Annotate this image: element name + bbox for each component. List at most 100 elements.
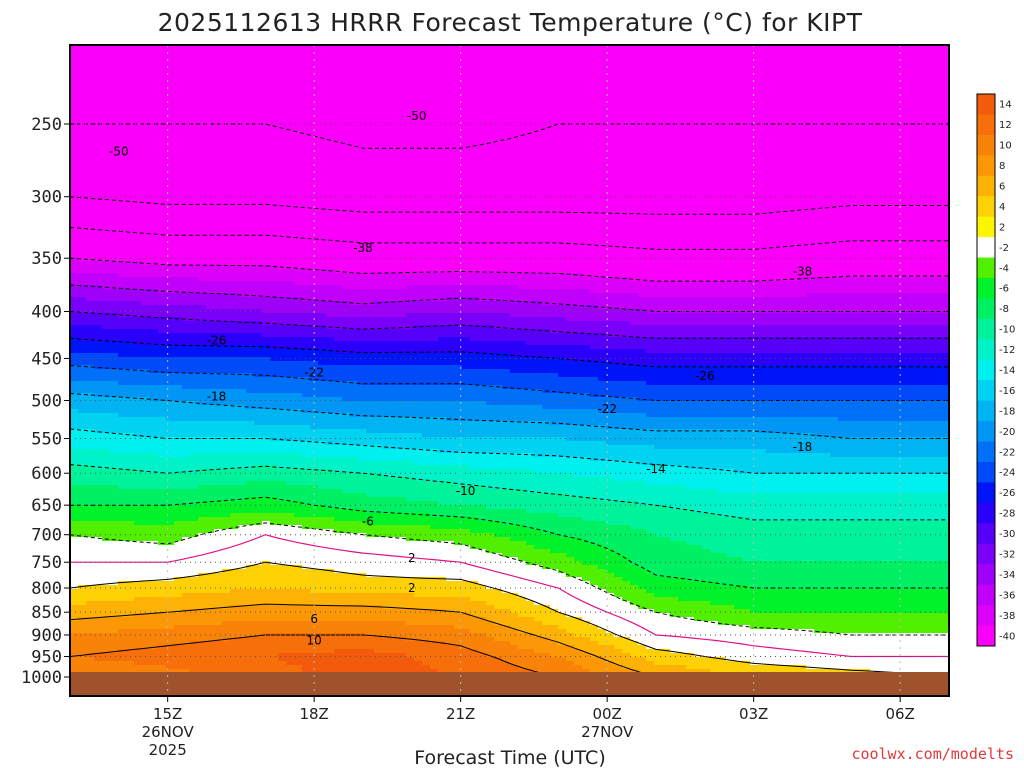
heat-cell <box>222 285 231 290</box>
heat-cell <box>126 557 135 562</box>
heat-cell <box>198 429 207 434</box>
heat-cell <box>198 305 207 310</box>
heat-cell <box>94 657 103 662</box>
heat-cell <box>158 97 167 102</box>
heat-cell <box>190 109 199 114</box>
heat-cell <box>310 257 319 262</box>
heat-cell <box>190 461 199 466</box>
heat-cell <box>238 469 247 474</box>
heat-cell <box>190 277 199 282</box>
heat-cell <box>262 153 271 158</box>
heat-cell <box>214 613 223 618</box>
heat-cell <box>206 645 215 650</box>
heat-cell <box>254 513 263 518</box>
heat-cell <box>310 193 319 198</box>
heat-cell <box>238 45 247 50</box>
heat-cell <box>230 225 239 230</box>
heat-cell <box>238 641 247 646</box>
heat-cell <box>94 493 103 498</box>
heat-cell <box>206 385 215 390</box>
heat-cell <box>158 133 167 138</box>
heat-cell <box>238 497 247 502</box>
heat-cell <box>190 597 199 602</box>
heat-cell <box>302 185 311 190</box>
heat-cell <box>126 465 135 470</box>
heat-cell <box>246 269 255 274</box>
heat-cell <box>262 253 271 258</box>
heat-cell <box>150 185 159 190</box>
heat-cell <box>262 77 271 82</box>
heat-cell <box>150 581 159 586</box>
heat-cell <box>94 89 103 94</box>
heat-cell <box>70 421 79 426</box>
heat-cell <box>206 629 215 634</box>
heat-cell <box>214 129 223 134</box>
heat-cell <box>278 245 287 250</box>
heat-cell <box>166 569 175 574</box>
heat-cell <box>222 333 231 338</box>
heat-cell <box>254 401 263 406</box>
heat-cell <box>294 565 303 570</box>
heat-cell <box>294 93 303 98</box>
heat-cell <box>262 417 271 422</box>
heat-cell <box>214 565 223 570</box>
heat-cell <box>134 77 143 82</box>
heat-cell <box>294 165 303 170</box>
heat-cell <box>150 497 159 502</box>
heat-cell <box>254 457 263 462</box>
heat-cell <box>150 101 159 106</box>
heat-cell <box>302 373 311 378</box>
heat-cell <box>286 665 295 670</box>
heat-cell <box>134 425 143 430</box>
heat-cell <box>198 361 207 366</box>
heat-cell <box>198 253 207 258</box>
heat-cell <box>254 449 263 454</box>
heat-cell <box>302 321 311 326</box>
heat-cell <box>150 417 159 422</box>
heat-cell <box>134 153 143 158</box>
heat-cell <box>222 313 231 318</box>
heat-cell <box>174 509 183 514</box>
heat-cell <box>166 409 175 414</box>
heat-cell <box>222 645 231 650</box>
heat-cell <box>254 573 263 578</box>
heat-cell <box>238 305 247 310</box>
heat-cell <box>238 409 247 414</box>
heat-cell <box>262 653 271 658</box>
heat-cell <box>190 481 199 486</box>
heat-cell <box>262 209 271 214</box>
heat-cell <box>126 649 135 654</box>
heat-cell <box>254 445 263 450</box>
heat-cell <box>214 489 223 494</box>
heat-cell <box>206 129 215 134</box>
heat-cell <box>174 517 183 522</box>
heat-cell <box>134 505 143 510</box>
heat-cell <box>86 73 95 78</box>
heat-cell <box>286 361 295 366</box>
heat-cell <box>302 333 311 338</box>
heat-cell <box>150 345 159 350</box>
heat-cell <box>238 133 247 138</box>
heat-cell <box>158 533 167 538</box>
heat-cell <box>238 445 247 450</box>
heat-cell <box>78 197 87 202</box>
heat-cell <box>246 357 255 362</box>
heat-cell <box>238 429 247 434</box>
heat-cell <box>166 353 175 358</box>
heat-cell <box>118 609 127 614</box>
heat-cell <box>230 217 239 222</box>
heat-cell <box>230 105 239 110</box>
heat-cell <box>254 493 263 498</box>
heat-cell <box>230 109 239 114</box>
heat-cell <box>78 105 87 110</box>
heat-cell <box>110 73 119 78</box>
heat-cell <box>270 85 279 90</box>
heat-cell <box>278 573 287 578</box>
heat-cell <box>270 173 279 178</box>
heat-cell <box>190 653 199 658</box>
heat-cell <box>254 265 263 270</box>
heat-cell <box>198 497 207 502</box>
heat-cell <box>302 181 311 186</box>
heat-cell <box>126 625 135 630</box>
heat-cell <box>134 521 143 526</box>
